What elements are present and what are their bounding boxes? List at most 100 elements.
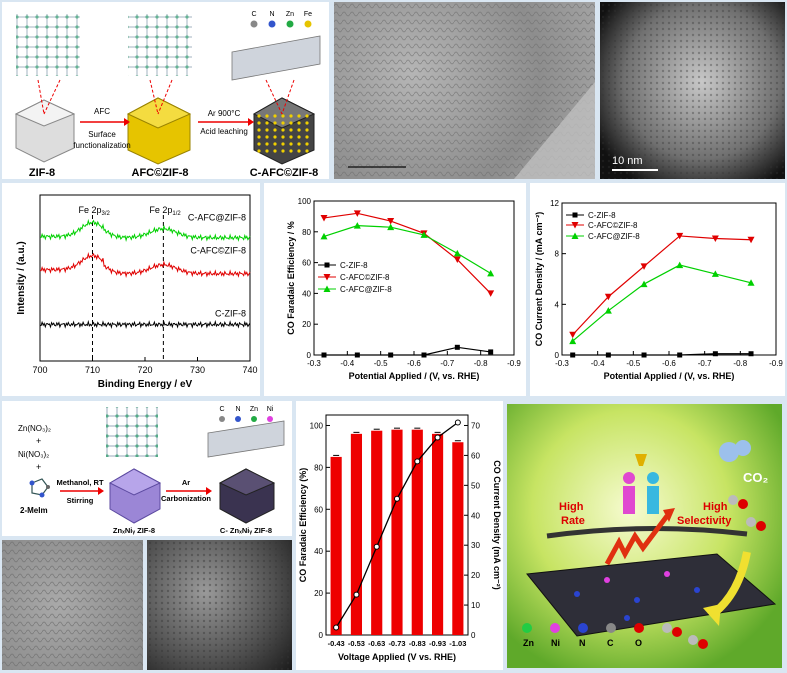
2-meim-molecule <box>29 478 50 498</box>
fe-site-dot <box>297 142 301 146</box>
x-tick-label: -1.03 <box>449 639 466 648</box>
co-molecule-4 <box>688 635 708 649</box>
line-point <box>454 419 461 426</box>
x-tick-label: -0.43 <box>328 639 345 648</box>
bar <box>452 442 464 635</box>
legend-label: C-AFC@ZIF-8 <box>340 285 392 294</box>
co2-label: CO₂ <box>743 470 769 485</box>
toc-graphic: High Rate High Selectivity CO₂ Zn Ni N C O <box>507 404 782 668</box>
y-tick-label: 20 <box>314 589 323 598</box>
svg-text:Methanol, RT: Methanol, RT <box>56 478 103 487</box>
legend2-dot-n <box>235 416 241 422</box>
y-tick-label: 12 <box>550 199 559 208</box>
trophy-icon <box>635 454 647 466</box>
x-tick-label: -0.93 <box>429 639 446 648</box>
fe-site-dot <box>305 114 309 118</box>
haadf-stem-image: 10 nm <box>600 2 785 179</box>
fe-site-dot <box>289 149 293 153</box>
data-point <box>420 231 428 238</box>
x-tick-label: -0.4 <box>340 359 354 368</box>
step-afc: AFC <box>94 107 110 116</box>
data-point <box>487 290 495 297</box>
data-point <box>677 352 683 358</box>
fe-site-dot <box>265 142 269 146</box>
carbon-sheet <box>231 35 321 81</box>
series-label: C-AFC@ZIF-8 <box>188 213 246 223</box>
fe-site-dot <box>281 128 285 132</box>
toc-legend-ni: Ni <box>551 638 560 648</box>
svg-text:+: + <box>36 462 41 472</box>
series-line <box>323 225 491 274</box>
data-point <box>748 351 754 357</box>
graphene-sheet <box>526 553 777 637</box>
x-tick-label: -0.8 <box>733 359 747 368</box>
line-point <box>333 624 340 631</box>
y-tick-label: 0 <box>319 631 324 640</box>
fe-site-dot <box>281 142 285 146</box>
legend-dot-n <box>268 20 276 28</box>
site-dot <box>634 597 640 603</box>
site-dot <box>624 615 630 621</box>
legend-label: C-ZIF-8 <box>588 211 616 220</box>
line-point <box>353 591 360 598</box>
y-tick-label: 8 <box>555 250 560 259</box>
fe-site-dot <box>281 135 285 139</box>
xps-chart-panel: 700 710 720 730 740 Binding Energy / eV Intens… <box>2 183 260 396</box>
y-tick-label: 40 <box>302 289 311 298</box>
x-tick-label: -0.9 <box>507 359 521 368</box>
data-point <box>421 352 427 358</box>
y-axis-label: CO Current Density / (mA cm⁻²) <box>534 212 544 346</box>
data-point <box>320 214 328 222</box>
data-point <box>571 232 579 239</box>
x-axis-label: Voltage Applied (V vs. RHE) <box>338 652 456 662</box>
fe-site-dot <box>273 114 277 118</box>
series-line <box>39 319 251 329</box>
data-point <box>605 352 611 358</box>
data-point <box>711 270 719 277</box>
cloud-icon <box>719 440 751 462</box>
series-label: C-ZIF-8 <box>215 308 246 318</box>
toc-legend-dot-n <box>578 623 588 633</box>
framework-structure-3 <box>106 407 158 457</box>
series-line <box>572 235 752 336</box>
fe-site-dot <box>297 135 301 139</box>
line-point <box>394 495 400 502</box>
series-line <box>572 264 752 342</box>
reagent-zn: Zn(NO₃)₂ <box>18 424 51 433</box>
bar <box>431 433 444 635</box>
tem-image-2 <box>2 540 143 670</box>
svg-text:Ar: Ar <box>182 478 190 487</box>
y-tick-label: 60 <box>314 505 323 514</box>
svg-text:Carbonization: Carbonization <box>161 494 211 503</box>
y-axis-label: Intensity / (a.u.) <box>16 241 27 314</box>
x-tick-label: 740 <box>242 365 257 375</box>
y-tick-label: 4 <box>555 300 560 309</box>
label-znni-zif8: ZnₓNiᵧ ZIF-8 <box>113 526 155 535</box>
y2-tick-label: 50 <box>471 481 480 490</box>
y-tick-label: 100 <box>310 421 324 430</box>
fe-site-dot <box>257 128 261 132</box>
y2-tick-label: 20 <box>471 571 480 580</box>
framework-structure-1 <box>16 14 80 76</box>
data-point <box>453 256 461 264</box>
legend-label: C-ZIF-8 <box>340 261 368 270</box>
x-tick-label: -0.4 <box>591 359 605 368</box>
step-functionalization: functionalization <box>73 141 130 150</box>
fe-site-dot <box>273 121 277 125</box>
x-tick-label: -0.3 <box>307 359 321 368</box>
fe-site-dot <box>289 121 293 125</box>
data-point <box>387 223 395 231</box>
x-tick-label: -0.7 <box>698 359 712 368</box>
y2-tick-label: 10 <box>471 601 480 610</box>
fe-site-dot <box>273 142 277 146</box>
y2-tick-label: 60 <box>471 451 480 460</box>
data-point <box>711 235 719 242</box>
x-axis-label: Potential Applied / (V, vs. RHE) <box>604 371 735 381</box>
data-point <box>320 232 328 240</box>
legend-dot-c <box>250 20 258 28</box>
series-line <box>39 218 251 242</box>
data-point <box>454 344 460 350</box>
afc-zif8-synthesis-scheme: C N Zn Fe AFC Surface functionalization Ar … <box>2 2 329 179</box>
step-surface: Surface <box>88 130 116 139</box>
series-line <box>39 252 251 278</box>
